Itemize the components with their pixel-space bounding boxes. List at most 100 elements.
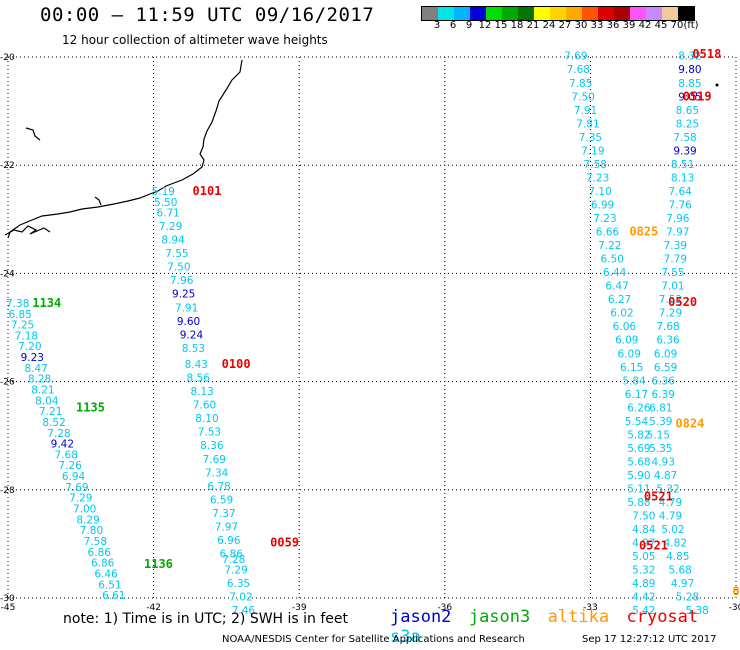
legend-tick-label: 39 (622, 20, 636, 31)
lon-tick-label: -45 (1, 603, 16, 613)
wave-height-value: 9.24 (180, 329, 204, 341)
wave-height-value: 4.82 (664, 538, 687, 550)
legend-s3a: s3a (390, 627, 421, 647)
wave-height-value: 6.15 (620, 362, 643, 374)
wave-height-value: 8.53 (182, 343, 205, 355)
wave-height-value: 7.55 (661, 267, 684, 279)
legend-swatch (502, 7, 518, 20)
lat-tick-label: -30 (0, 594, 15, 604)
legend-swatch (486, 7, 502, 20)
wave-height-value: 5.35 (649, 443, 672, 455)
legend-tick-label: 30 (574, 20, 588, 31)
legend-tick-label: 3 (433, 20, 441, 31)
wave-height-value: 7.29 (159, 221, 182, 233)
wave-height-value: 9.60 (177, 316, 200, 328)
wave-height-value: 7.50 (632, 511, 655, 523)
wave-height-value: 8.47 (24, 363, 47, 375)
lat-tick-label: -28 (0, 486, 15, 496)
wave-height-value: 4.87 (654, 470, 677, 482)
wave-height-value: 7.60 (193, 400, 216, 412)
wave-height-value: 7.52 (659, 294, 682, 306)
altimeter-tracks: 7.386.857.257.187.209.238.478.288.218.04… (6, 51, 709, 618)
wave-height-value: 7.20 (18, 341, 41, 353)
footer-note: note: 1) Time is in UTC; 2) SWH is in fe… (63, 611, 349, 627)
wave-height-value: 7.26 (58, 460, 82, 472)
legend-cryosat: cryosat (626, 607, 699, 627)
wave-height-value: 5.19 (152, 186, 175, 198)
pass-label: 0 (732, 584, 739, 598)
wave-height-value: 5.54 (625, 416, 649, 428)
wave-height-value: 6.06 (613, 321, 637, 333)
wave-height-value: 8.04 (35, 395, 59, 407)
legend-swatch (598, 7, 614, 20)
pass-label: 0059 (270, 536, 299, 550)
wave-height-value: 6.47 (605, 281, 628, 293)
wave-height-value: 8.13 (190, 386, 213, 398)
track-0100: 5.195.506.717.298.947.557.507.969.257.91… (152, 186, 256, 617)
wave-height-value: 7.69 (564, 51, 587, 63)
legend-tick-label: 45 (654, 20, 668, 31)
wave-height-value: 7.18 (15, 330, 38, 342)
wave-height-value: 6.85 (8, 309, 31, 321)
wave-height-value: 7.64 (668, 186, 692, 198)
wave-height-value: 6.86 (220, 548, 244, 560)
legend-tick-label: 18 (510, 20, 524, 31)
coastline-islands (4, 127, 102, 236)
legend-swatch (630, 7, 646, 20)
wave-height-value: 4.93 (652, 456, 675, 468)
wave-height-value: 5.42 (632, 605, 655, 617)
wave-height-value: 7.21 (39, 406, 62, 418)
wave-height-value: 6.46 (94, 568, 118, 580)
wave-height-value: 6.27 (608, 294, 631, 306)
wave-height-value: 7.58 (673, 132, 696, 144)
wave-height-value: 7.97 (666, 227, 689, 239)
wave-height-value: 7.28 (47, 428, 70, 440)
wave-height-value: 6.09 (618, 348, 641, 360)
wave-height-value: 7.23 (593, 213, 616, 225)
legend-swatch (438, 7, 454, 20)
map-grid (7, 56, 737, 599)
wave-height-value: 7.69 (65, 482, 88, 494)
wave-height-value: 5.90 (627, 470, 650, 482)
pass-label: 0100 (222, 357, 251, 371)
wave-height-value: 8.32 (678, 51, 701, 63)
legend-swatch (550, 7, 566, 20)
wave-height-value: 5.88 (627, 497, 650, 509)
wave-height-value: 5.02 (661, 524, 684, 536)
wave-height-value: 8.29 (76, 514, 99, 526)
wave-height-value: 7.68 (55, 449, 78, 461)
wave-height-value: 7.55 (165, 248, 188, 260)
pass-label: 1136 (144, 557, 173, 571)
track-0520: 7.697.687.857.507.917.817.357.197.587.23… (564, 51, 656, 618)
coastline (7, 59, 243, 239)
wave-height-value: 5.15 (647, 429, 670, 441)
wave-height-value: 9.23 (21, 352, 44, 364)
wave-height-value: 7.76 (668, 199, 692, 211)
wave-height-value: 7.80 (80, 525, 103, 537)
page-title: 00:00 – 11:59 UTC 09/16/2017 (40, 4, 375, 26)
wave-height-value: 6.66 (596, 227, 620, 239)
wave-height-value: 7.46 (232, 605, 256, 617)
pass-label: 1134 (32, 296, 61, 310)
legend-tick-label: 12 (478, 20, 492, 31)
lat-tick-label: -22 (0, 161, 15, 171)
legend-swatch (582, 7, 598, 20)
wave-height-value: 7.91 (574, 105, 597, 117)
pass-label: 0101 (193, 184, 222, 198)
wave-height-value: 7.39 (664, 240, 687, 252)
legend-swatch (614, 7, 630, 20)
legend-jason3: jason3 (468, 607, 531, 627)
pass-label: 0519 (683, 89, 712, 103)
legend-tick-label: 24 (542, 20, 556, 31)
wave-height-value: 7.25 (11, 320, 34, 332)
wave-height-value: 7.29 (224, 565, 247, 577)
wave-height-value: 8.94 (161, 235, 185, 247)
lat-tick-label: -26 (0, 378, 15, 388)
legend-swatch (566, 7, 582, 20)
pass-label: 0825 (629, 225, 658, 239)
wave-height-value: 7.01 (661, 281, 684, 293)
wave-height-value: 5.50 (154, 197, 177, 209)
axis-labels: -45 -42 -39 -36 -33 -30 -20 -22 -24 -26 -28 -30 (0, 53, 740, 613)
wave-height-value: 7.29 (659, 308, 682, 320)
